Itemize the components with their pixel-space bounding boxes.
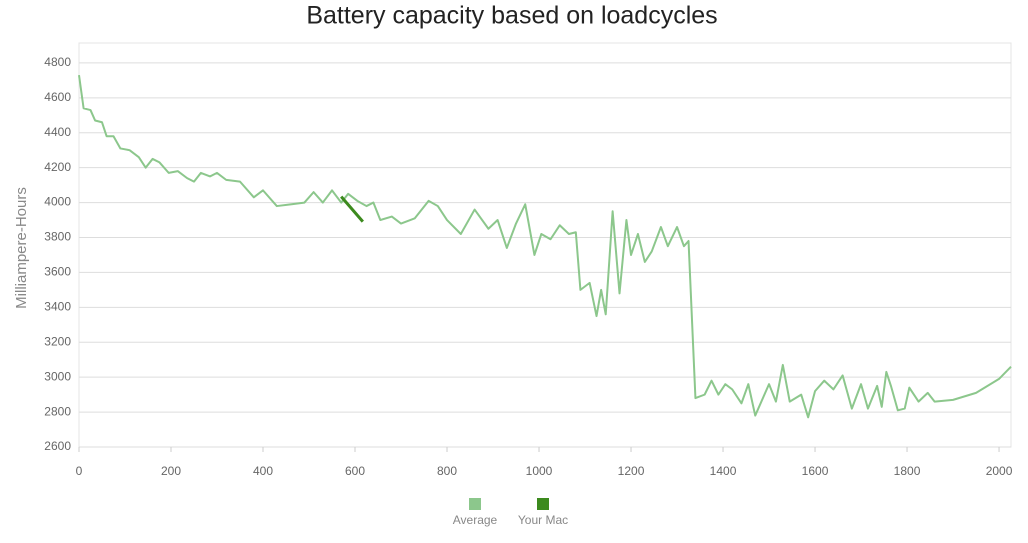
line-series bbox=[78, 74, 1012, 419]
x-tick-label: 1000 bbox=[526, 464, 553, 478]
y-tick-label: 3600 bbox=[44, 265, 71, 279]
x-tick-label: 400 bbox=[253, 464, 273, 478]
plot-area bbox=[78, 42, 1012, 448]
legend-label: Average bbox=[453, 513, 498, 527]
x-tick-label: 600 bbox=[345, 464, 365, 478]
y-tick-label: 2600 bbox=[44, 439, 71, 453]
legend-swatch bbox=[537, 498, 549, 510]
y-tick-label: 3800 bbox=[44, 230, 71, 244]
x-tick-label: 200 bbox=[161, 464, 181, 478]
line-series bbox=[340, 195, 364, 223]
x-tick-label: 1800 bbox=[894, 464, 921, 478]
y-tick-label: 3400 bbox=[44, 300, 71, 314]
x-tick-label: 1200 bbox=[618, 464, 645, 478]
x-tick-label: 0 bbox=[76, 464, 83, 478]
y-axis-label: Milliampere-Hours bbox=[13, 187, 30, 309]
y-tick-label: 3000 bbox=[44, 369, 71, 383]
x-tick-label: 2000 bbox=[986, 464, 1013, 478]
y-tick-label: 4000 bbox=[44, 195, 71, 209]
legend-label: Your Mac bbox=[518, 513, 568, 527]
x-tick-label: 1400 bbox=[710, 464, 737, 478]
y-tick-label: 2800 bbox=[44, 404, 71, 418]
y-tick-label: 4600 bbox=[44, 90, 71, 104]
y-tick-label: 4800 bbox=[44, 55, 71, 69]
y-tick-label: 4200 bbox=[44, 160, 71, 174]
legend-swatch bbox=[469, 498, 481, 510]
y-tick-label: 3200 bbox=[44, 334, 71, 348]
x-tick-label: 1600 bbox=[802, 464, 829, 478]
chart-title: Battery capacity based on loadcycles bbox=[306, 2, 717, 30]
x-tick-label: 800 bbox=[437, 464, 457, 478]
y-tick-label: 4400 bbox=[44, 125, 71, 139]
